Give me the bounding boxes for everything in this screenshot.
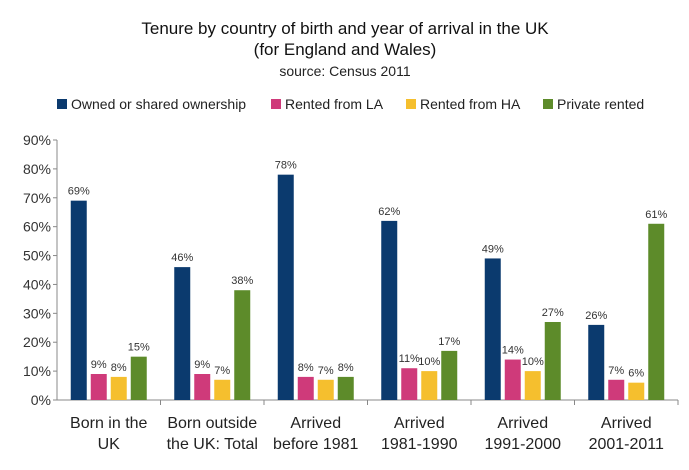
category-label: Born outside [167,415,257,432]
data-label: 17% [438,336,460,348]
data-label: 62% [378,206,400,218]
bar [214,379,231,400]
y-tick-label: 60% [23,219,51,235]
y-tick-label: 20% [23,334,51,350]
bar [648,223,665,400]
legend-label: Rented from HA [420,96,521,112]
legend-label: Rented from LA [285,96,384,112]
bar [484,258,501,400]
plot-area: 0%10%20%30%40%50%60%70%80%90%69%9% 8%15%B… [23,132,679,453]
bar [381,220,398,400]
category-label: Born in the [70,415,147,432]
data-label: 9% [194,359,210,371]
category-label: 1981-1990 [381,436,458,453]
y-tick-label: 50% [23,248,51,264]
bar [608,379,625,400]
data-label: 8% [111,362,127,374]
bar [588,324,605,400]
legend-swatch [57,99,67,109]
legend: Owned or shared ownership Rented from LA R… [57,96,644,112]
bar [70,200,87,400]
category-label: Arrived [601,415,652,432]
y-tick-label: 40% [23,276,51,292]
data-label: 9% [91,359,107,371]
bar [628,382,645,400]
data-label: 7% [214,365,230,377]
data-label: 7% [318,365,334,377]
y-tick-label: 70% [23,190,51,206]
bar [110,376,127,400]
category-label: 1991-2000 [484,436,561,453]
y-tick-label: 30% [23,305,51,321]
bar [194,374,211,400]
legend-swatch [543,99,553,109]
bar [441,350,458,400]
legend-label: Private rented [557,96,644,112]
data-label: 11% [399,353,420,365]
y-tick-label: 80% [23,161,51,177]
bar [234,290,251,400]
data-label: 7% [608,365,624,377]
bar [130,356,147,400]
bar [421,371,438,400]
bar [524,371,541,400]
data-label: 8% [338,362,354,374]
category-label: before 1981 [273,436,359,453]
data-label: 26% [585,310,607,322]
data-label: 14% [502,345,524,357]
bar [504,359,521,400]
bar [544,322,561,400]
bar [297,376,314,400]
data-label: 49% [482,243,504,255]
y-tick-label: 0% [31,392,51,408]
category-label: Arrived [394,415,445,432]
category-label: Arrived [497,415,548,432]
bar [90,374,107,400]
category-label: 2001-2011 [589,436,664,453]
chart-title: Tenure by country of birth and year of a… [141,19,549,38]
data-label: 27% [542,307,564,319]
data-label: 46% [171,252,193,264]
legend-swatch [406,99,416,109]
bar [277,174,294,400]
bar [337,376,354,400]
bar [317,379,334,400]
data-label: 78% [275,160,297,172]
category-label: the UK: Total [167,436,258,453]
data-label: 38% [231,275,253,287]
bar [174,267,191,400]
data-label: 15% [128,342,150,354]
data-label: 61% [645,209,667,221]
category-label: Arrived [290,415,341,432]
data-label: 8% [298,362,314,374]
category-label: UK [98,436,121,453]
y-tick-label: 90% [23,132,51,148]
chart-subtitle: source: Census 2011 [279,63,410,79]
legend-swatch [271,99,281,109]
data-label: 10% [418,356,440,368]
chart-title-line2: (for England and Wales) [254,40,437,59]
bar [401,368,418,400]
data-label: 10% [522,356,544,368]
legend-label: Owned or shared ownership [71,96,246,112]
data-label: 6% [628,368,644,380]
y-tick-label: 10% [23,363,51,379]
data-label: 69% [68,186,90,198]
